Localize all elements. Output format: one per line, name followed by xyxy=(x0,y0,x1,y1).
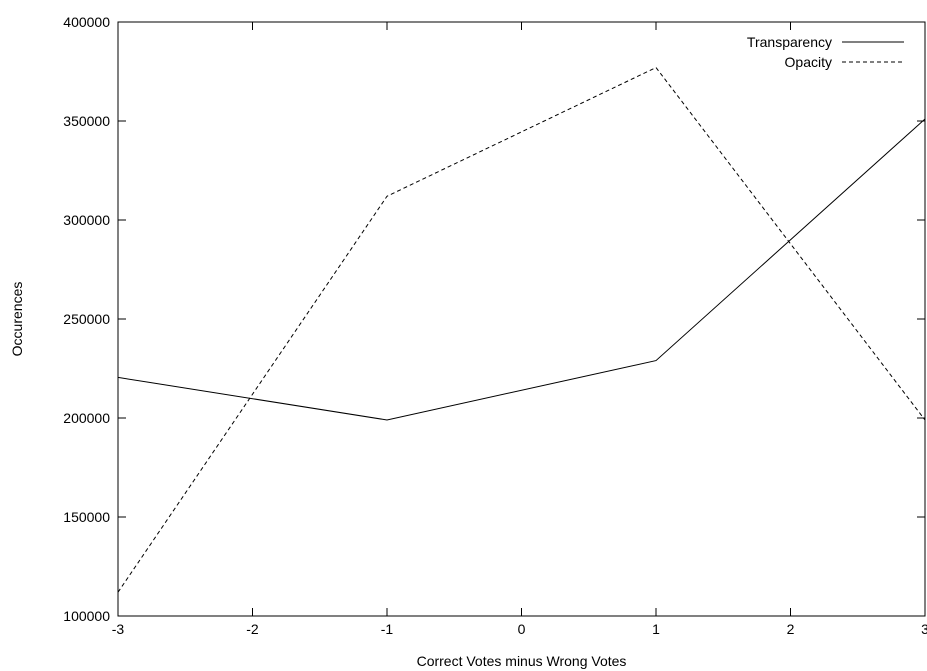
legend: Transparency Opacity xyxy=(747,34,904,70)
x-tick-label: -3 xyxy=(112,621,125,637)
y-tick-label: 150000 xyxy=(63,509,110,525)
x-tick-label: 2 xyxy=(787,621,795,637)
y-tick-label: 200000 xyxy=(63,410,110,426)
legend-label-opacity: Opacity xyxy=(785,54,832,70)
legend-label-transparency: Transparency xyxy=(747,34,832,50)
x-axis-title: Correct Votes minus Wrong Votes xyxy=(417,653,627,669)
x-tick-label: 0 xyxy=(518,621,526,637)
x-tick-label: -2 xyxy=(246,621,259,637)
y-axis-title: Occurences xyxy=(9,282,25,357)
y-tick-label: 350000 xyxy=(63,113,110,129)
x-tick-label: -1 xyxy=(381,621,394,637)
y-tick-label: 300000 xyxy=(63,212,110,228)
x-tick-label: 3 xyxy=(921,621,927,637)
series-line-transparency xyxy=(117,118,926,421)
y-tick-label: 250000 xyxy=(63,311,110,327)
plot-frame xyxy=(117,21,926,617)
series-line-opacity xyxy=(117,66,926,593)
x-tick-label: 1 xyxy=(652,621,660,637)
y-tick-label: 100000 xyxy=(63,608,110,624)
y-tick-label: 400000 xyxy=(63,14,110,30)
